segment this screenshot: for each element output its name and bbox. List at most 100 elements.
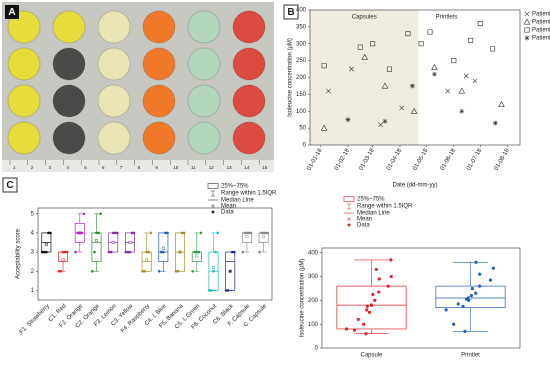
data-point (182, 231, 186, 235)
data-point (477, 21, 483, 26)
data-point (357, 44, 363, 50)
ruler-label: 9 (155, 165, 158, 170)
data-point (458, 87, 466, 94)
data-point (469, 294, 473, 298)
ruler-label: 8 (138, 165, 141, 170)
legend-data (347, 223, 351, 227)
y-tick-label: 300 (308, 274, 319, 280)
data-point (42, 250, 46, 254)
legend-label: 25%~75% (221, 184, 249, 190)
data-point (431, 71, 437, 77)
disc (142, 121, 176, 155)
data-point (63, 250, 67, 254)
disc (187, 47, 221, 81)
data-point (381, 82, 389, 89)
annotation: Printlets (436, 15, 458, 21)
data-point (491, 266, 495, 270)
disc (232, 84, 266, 118)
data-point (224, 289, 228, 292)
data-point (389, 274, 393, 279)
plot-frame (321, 247, 521, 349)
ruler-label: 7 (120, 165, 123, 170)
x-tick-label: 01-01-18 (306, 147, 324, 171)
data-point (180, 231, 184, 235)
data-point (143, 269, 146, 273)
data-point (195, 250, 199, 254)
data-point (128, 250, 132, 254)
data-point (91, 269, 94, 273)
legend-box (343, 196, 355, 202)
data-point (352, 328, 357, 332)
mean-marker (128, 241, 132, 244)
data-point (40, 250, 44, 254)
disc (97, 10, 131, 44)
data-point (76, 231, 80, 235)
data-point (174, 269, 178, 273)
data-point (470, 286, 474, 291)
y-tick-label: 200 (296, 75, 307, 81)
data-point (377, 290, 381, 294)
data-point (370, 41, 376, 47)
data-point (226, 289, 230, 292)
ruler-label: 15 (262, 165, 268, 170)
data-point (132, 231, 136, 235)
data-point (216, 231, 219, 235)
legend-label: Data (221, 210, 234, 216)
x-tick-label: Capsule (360, 353, 383, 359)
data-point (369, 303, 374, 307)
legend-marker (523, 18, 531, 25)
data-point (463, 329, 467, 333)
ruler-label: 10 (173, 165, 179, 170)
mean-marker (61, 258, 65, 262)
data-point (80, 231, 84, 235)
legend-label: Patient (532, 20, 550, 26)
data-point (490, 46, 496, 52)
data-point (431, 63, 438, 70)
mean-marker (145, 258, 149, 262)
y-tick-label: 1 (31, 288, 35, 294)
x-tick-label: Printlet (461, 353, 480, 359)
data-point (178, 250, 182, 254)
data-point (266, 231, 270, 235)
data-point (247, 231, 251, 235)
disc (52, 84, 86, 118)
data-point (451, 58, 457, 64)
data-point (492, 120, 498, 126)
disc (232, 47, 266, 81)
disc (97, 121, 131, 155)
mean-marker (245, 235, 249, 239)
disc (187, 10, 221, 44)
data-point (386, 284, 390, 288)
disc (142, 10, 176, 44)
data-point (356, 317, 360, 322)
x-tick-label: 01-05-18 (412, 147, 430, 171)
y-tick-label: 200 (308, 298, 319, 304)
data-point (365, 304, 369, 308)
ruler-label: 12 (209, 165, 215, 170)
mean-marker (95, 239, 98, 243)
disc (52, 121, 86, 155)
data-point (130, 231, 134, 235)
ruler-label: 5 (84, 165, 87, 170)
mean-marker (111, 241, 115, 244)
data-point (193, 250, 197, 254)
legend-marker (524, 27, 530, 33)
legend-label: Median Line (221, 198, 254, 204)
data-point (456, 302, 460, 306)
y-axis-label: Isoleucine concentration (µM) (300, 259, 306, 338)
y-tick-label: 350 (296, 24, 307, 30)
data-point (197, 250, 201, 254)
data-point (145, 250, 148, 254)
y-tick-label: 300 (296, 41, 307, 47)
y-tick-label: 50 (299, 126, 306, 132)
data-point (367, 310, 372, 314)
mean-marker (161, 246, 165, 250)
y-axis-label: Acceptability score (16, 228, 22, 279)
y-tick-label: 150 (296, 92, 307, 98)
legend-label: Data (357, 223, 370, 229)
data-point (468, 37, 474, 43)
data-point (126, 250, 130, 254)
x-tick-label: 01-07-18 (466, 147, 484, 171)
data-point (149, 231, 153, 235)
disc (52, 10, 86, 44)
